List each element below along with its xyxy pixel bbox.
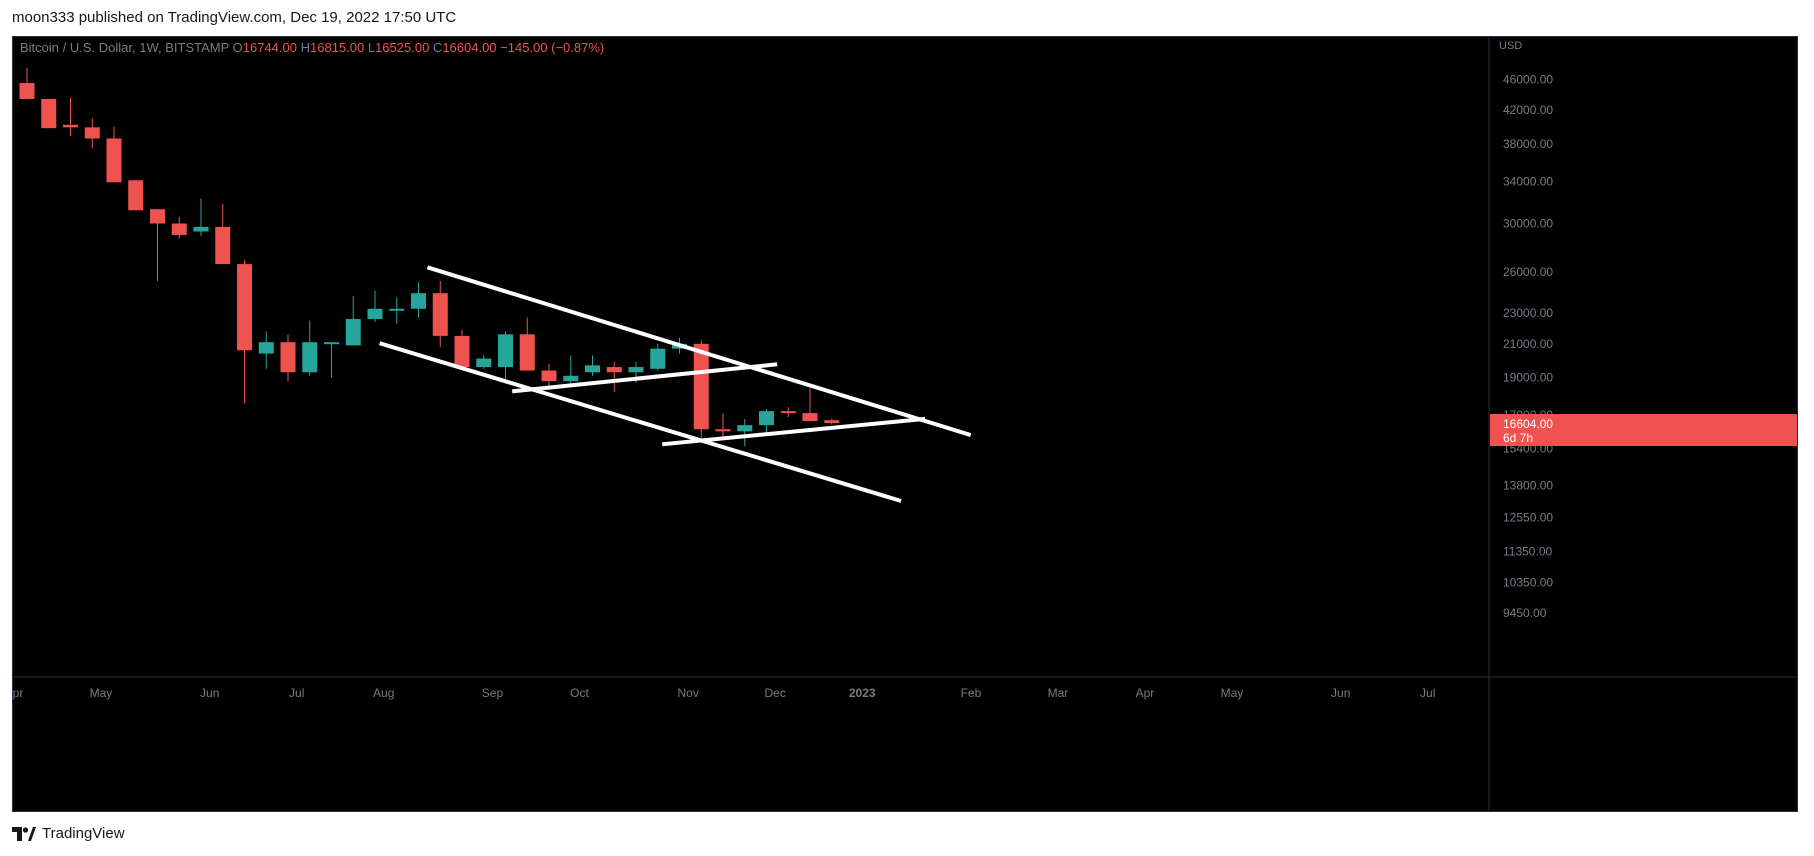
candle-body: [737, 425, 753, 432]
price-tick-label: 23000.00: [1503, 306, 1553, 320]
price-tick-label: 12550.00: [1503, 510, 1553, 524]
time-tick-label: Feb: [961, 686, 982, 700]
trendline-channel-upper: [426, 265, 972, 437]
time-tick-label: 2023: [849, 686, 876, 700]
price-tick-label: 10350.00: [1503, 575, 1553, 589]
open-value: 16744.00: [243, 40, 301, 55]
candle-body: [84, 127, 100, 139]
candle-body: [476, 358, 492, 368]
candle-body: [563, 375, 579, 382]
candle-body: [367, 308, 383, 320]
tradingview-logo[interactable]: TradingView: [12, 825, 125, 842]
open-label: O: [233, 40, 243, 55]
candle-body: [411, 293, 426, 309]
low-value: 16525.00: [375, 40, 433, 55]
close-value: 16604.00: [442, 40, 500, 55]
price-tick-label: 34000.00: [1503, 174, 1553, 188]
last-price-label: 16604.00: [1503, 417, 1553, 431]
tradingview-brand: TradingView: [42, 825, 125, 842]
time-tick-label: Apr: [1136, 686, 1155, 700]
candle-body: [628, 367, 644, 373]
time-tick-label: May: [1221, 686, 1244, 700]
time-tick-label: Nov: [678, 686, 699, 700]
candle-body: [519, 334, 535, 371]
candle-body: [128, 180, 144, 211]
candle-body: [237, 264, 252, 351]
last-price-tag: [1490, 414, 1797, 447]
price-tick-label: 42000.00: [1503, 103, 1553, 117]
candle-body: [258, 342, 274, 354]
time-tick-label: Jun: [200, 686, 219, 700]
candle-body: [63, 124, 78, 128]
time-tick-label: Jul: [289, 686, 304, 700]
candle-body: [780, 411, 796, 414]
candle-body: [759, 411, 774, 426]
change-value: −145.00 (−0.87%): [500, 40, 604, 55]
candle-body: [432, 293, 448, 336]
candle-body: [106, 138, 122, 183]
candle-body: [41, 98, 57, 129]
time-tick-label: Oct: [570, 686, 589, 700]
candle-body: [824, 420, 840, 424]
price-tick-label: 19000.00: [1503, 371, 1553, 385]
candle-body: [693, 343, 709, 430]
price-tick-label: 9450.00: [1503, 606, 1547, 620]
trendline-channel-lower: [379, 341, 902, 503]
price-tick-label: 26000.00: [1503, 265, 1553, 279]
candle-body: [171, 223, 187, 235]
close-label: C: [433, 40, 442, 55]
countdown-label: 6d 7h: [1503, 431, 1533, 445]
time-tick-label: Jul: [1420, 686, 1435, 700]
candle-body: [606, 367, 622, 373]
price-tick-label: 46000.00: [1503, 72, 1553, 86]
price-tick-label: 13800.00: [1503, 478, 1553, 492]
time-tick-label: Mar: [1048, 686, 1069, 700]
symbol-legend: Bitcoin / U.S. Dollar, 1W, BITSTAMP O167…: [20, 40, 604, 55]
candle-body: [280, 342, 296, 373]
chart-pane[interactable]: USD 46000.00 42000.00 38000.00 34000.00 30000…: [12, 36, 1798, 812]
candle-body: [193, 226, 209, 232]
candle-body: [19, 83, 35, 99]
time-tick-label: Aug: [373, 686, 394, 700]
candle-body: [150, 209, 165, 224]
trendline-flag-lower-1: [512, 362, 778, 394]
candle-body: [802, 413, 818, 422]
time-tick-label: Sep: [482, 686, 504, 700]
candle-body: [715, 429, 731, 432]
candle-body: [498, 334, 513, 368]
candle-body: [454, 335, 470, 368]
time-tick-label: Jun: [1331, 686, 1350, 700]
candle-body: [650, 348, 666, 369]
publish-info: moon333 published on TradingView.com, De…: [12, 9, 457, 26]
candle-body: [541, 370, 557, 382]
price-tick-label: 38000.00: [1503, 137, 1553, 151]
high-value: 16815.00: [310, 40, 368, 55]
low-label: L: [368, 40, 375, 55]
candle-body: [345, 319, 361, 346]
plot-area[interactable]: [19, 67, 972, 503]
candle-body: [215, 226, 231, 265]
candle-body: [324, 342, 339, 345]
price-tick-label: 30000.00: [1503, 217, 1553, 231]
tradingview-logo-icon: [12, 826, 36, 841]
candle-body: [302, 342, 318, 373]
currency-label: USD: [1499, 40, 1522, 52]
candle-body: [389, 308, 405, 311]
time-tick-label: Apr: [13, 686, 23, 700]
trendline-flag-lower-2: [662, 416, 926, 447]
high-label: H: [301, 40, 310, 55]
candle-body: [585, 365, 600, 373]
time-tick-label: May: [90, 686, 113, 700]
time-tick-label: Dec: [765, 686, 786, 700]
price-tick-label: 21000.00: [1503, 337, 1553, 351]
symbol-name: Bitcoin / U.S. Dollar, 1W, BITSTAMP: [20, 40, 233, 55]
candlestick-chart[interactable]: USD 46000.00 42000.00 38000.00 34000.00 30000…: [13, 37, 1797, 811]
price-tick-label: 11350.00: [1503, 544, 1552, 558]
